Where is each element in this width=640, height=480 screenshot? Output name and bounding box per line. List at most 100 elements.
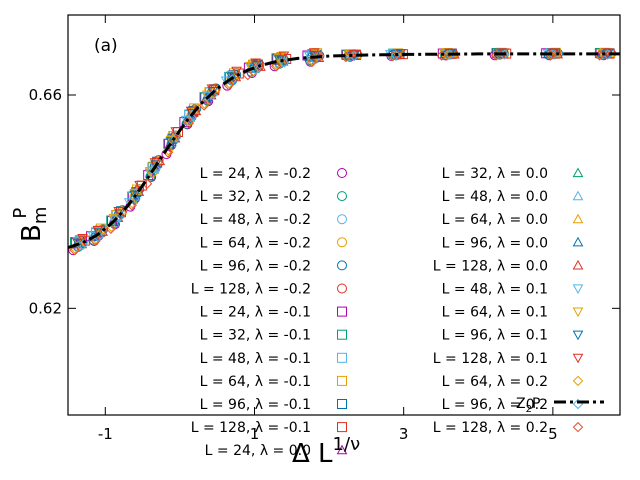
data-point — [436, 50, 447, 61]
legend-entry-label: L = 128, λ = -0.1 — [191, 420, 311, 436]
legend-marker — [572, 421, 584, 433]
data-point — [144, 168, 156, 179]
x-axis-title: Δ L1/ν — [292, 434, 360, 469]
legend-entry-label: L = 128, λ = 0.1 — [433, 351, 548, 367]
x-tick-label: 3 — [399, 425, 409, 443]
legend-entry-label: L = 48, λ = -0.1 — [200, 351, 311, 367]
legend-marker — [572, 375, 584, 387]
legend-marker — [337, 399, 347, 409]
legend-marker — [572, 236, 584, 247]
legend-entry-label: L = 48, λ = -0.2 — [200, 212, 311, 228]
data-point — [69, 244, 80, 256]
legend-marker — [572, 330, 584, 341]
legend-entry-label: L = 128, λ = 0.2 — [433, 420, 548, 436]
x-tick-label: 1 — [250, 425, 260, 443]
data-point — [270, 61, 282, 72]
legend-entry-label: L = 96, λ = 0.2 — [442, 397, 548, 413]
data-point — [129, 189, 141, 199]
data-point — [105, 223, 117, 235]
data-point — [226, 70, 238, 81]
legend-marker — [337, 306, 347, 317]
legend-marker — [572, 190, 584, 201]
data-point — [77, 233, 88, 244]
legend-entry-label: L = 64, λ = -0.2 — [200, 235, 311, 251]
data-point — [113, 212, 125, 223]
data-point — [206, 84, 218, 95]
legend-entry-label: L = 96, λ = 0.0 — [442, 235, 548, 251]
data-point — [147, 167, 159, 179]
data-point — [77, 239, 89, 251]
legend-entry-label: L = 32, λ = -0.1 — [200, 328, 311, 344]
legend-entry-label: L = 32, λ = 0.0 — [442, 166, 548, 182]
legend-marker — [337, 283, 347, 294]
legend-marker — [337, 352, 347, 363]
legend-marker — [572, 353, 584, 364]
legend-entry-label: L = 48, λ = 0.1 — [442, 282, 548, 298]
legend-entry-label: L = 128, λ = -0.2 — [191, 282, 311, 298]
legend-entry-label: L = 64, λ = 0.2 — [442, 374, 548, 390]
data-point — [72, 237, 84, 247]
legend-entry-label: L = 24, λ = -0.1 — [200, 305, 311, 321]
legend-entry-label: L = 48, λ = 0.0 — [442, 189, 548, 205]
legend-entry-label: L = 64, λ = 0.0 — [442, 212, 548, 228]
legend-marker — [337, 422, 347, 433]
legend-left-column: L = 24, λ = -0.2 L = 32, λ = -0.2 L = 48, … — [191, 166, 348, 459]
data-point — [242, 69, 253, 81]
legend-marker — [337, 168, 347, 178]
data-point — [198, 100, 210, 111]
data-point — [129, 190, 141, 201]
data-point — [245, 61, 257, 72]
data-point — [226, 72, 238, 83]
data-point — [170, 132, 182, 144]
data-point — [92, 225, 104, 236]
data-point — [165, 135, 177, 146]
legend-entry-label: L = 24, λ = 0.0 — [205, 443, 311, 459]
data-point — [273, 53, 285, 64]
legend-marker — [572, 307, 584, 318]
data-point — [183, 117, 195, 129]
data-point — [250, 58, 261, 69]
data-point — [93, 228, 104, 239]
data-point — [163, 145, 174, 156]
data-point-group — [68, 47, 617, 256]
scaling-curve-line — [67, 52, 620, 249]
data-point — [165, 137, 177, 148]
legend-entry-label: L = 64, λ = -0.1 — [200, 374, 311, 390]
legend-entry-label: L = 64, λ = 0.1 — [442, 305, 548, 321]
data-point — [390, 50, 401, 61]
legend-marker — [337, 329, 347, 340]
y-tick-label: 0.66 — [29, 86, 62, 104]
legend-marker — [337, 214, 347, 225]
legend-marker — [337, 191, 347, 202]
legend-marker — [336, 444, 348, 455]
legend-marker — [337, 375, 347, 386]
panel-label: (a) — [94, 36, 118, 56]
y-tick-label: 0.62 — [29, 299, 62, 317]
legend-marker — [337, 237, 347, 248]
data-point — [306, 56, 318, 68]
legend-right-column: L = 32, λ = 0.0 L = 48, λ = 0.0 L = 64, λ … — [433, 166, 584, 436]
y-axis-title: BmP — [10, 207, 51, 242]
legend-marker — [572, 284, 584, 295]
legend-marker — [572, 213, 584, 224]
data-point — [113, 206, 125, 217]
legend-entry-label: L = 128, λ = 0.0 — [433, 258, 548, 274]
legend-entry-label: L = 96, λ = -0.1 — [200, 397, 311, 413]
z2p-legend-label: Z2P — [516, 396, 540, 415]
legend-entry-label: L = 96, λ = 0.1 — [442, 328, 548, 344]
legend-entry-label: L = 24, λ = -0.2 — [200, 166, 311, 182]
legend-entry-label: L = 32, λ = -0.2 — [200, 189, 311, 205]
data-point — [150, 163, 161, 174]
data-point — [307, 55, 318, 66]
data-point — [207, 90, 218, 101]
legend-entry-label: L = 96, λ = -0.2 — [200, 258, 311, 274]
tick-group: -1 1 3 5 0.62 0.66 — [29, 15, 620, 443]
legend-marker — [337, 260, 347, 271]
data-point — [231, 66, 242, 77]
data-point — [308, 48, 320, 58]
legend-marker — [572, 167, 584, 178]
x-tick-label: -1 — [98, 425, 113, 443]
data-point — [278, 51, 290, 62]
legend-marker — [572, 259, 584, 270]
